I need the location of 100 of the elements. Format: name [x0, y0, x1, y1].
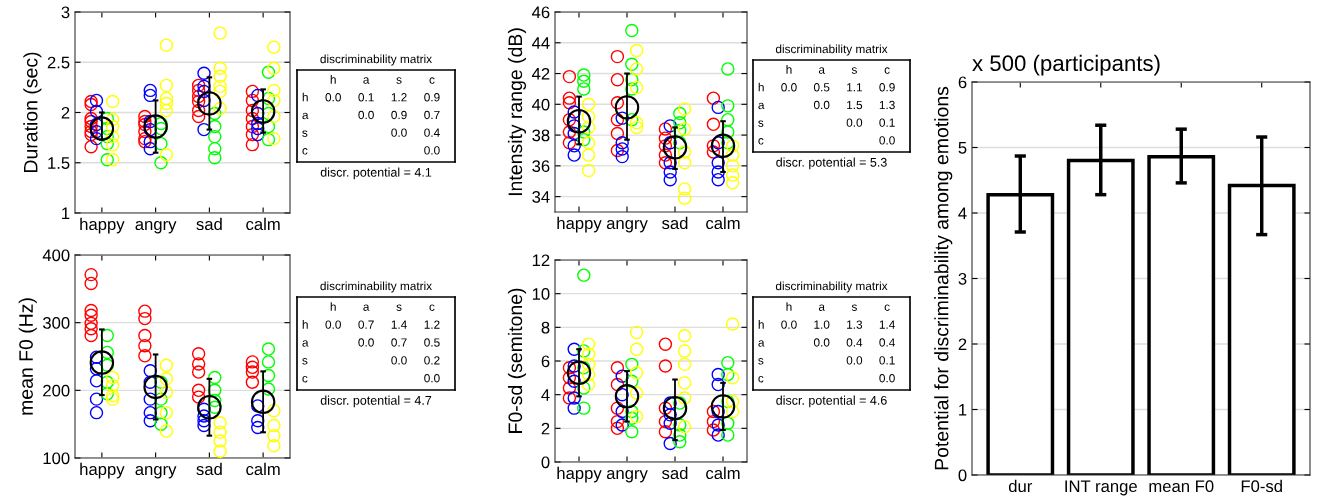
y-axis-title: mean F0 (Hz): [18, 298, 37, 415]
data-label: 0.9: [391, 110, 407, 120]
y-tick-label: h: [302, 92, 308, 102]
data-label: 1.4: [879, 320, 895, 329]
x-tick-label: a: [818, 67, 825, 74]
y-tick-label: 42: [531, 67, 550, 80]
text: discr. potential = 4.7: [320, 395, 432, 408]
x-tick-label: c: [429, 77, 435, 84]
y-tick-label: 0: [541, 456, 550, 469]
chart-title: discriminability matrix: [320, 281, 432, 293]
y-tick-label: a: [302, 112, 309, 120]
data-label: 0.0: [424, 146, 440, 155]
x-tick-label: INT range: [1065, 480, 1137, 496]
x-tick-label: sad: [196, 217, 222, 231]
y-tick-label: 100: [43, 452, 70, 465]
data-label: 0.0: [813, 338, 830, 347]
x-tick-label: s: [396, 77, 402, 84]
y-tick-label: 4: [958, 207, 967, 220]
x-tick-label: happy: [80, 217, 125, 234]
x-tick-label: dur: [1008, 479, 1033, 493]
x-tick-label: angry: [606, 219, 648, 233]
y-tick-label: c: [758, 375, 764, 383]
x-tick-label: s: [396, 304, 402, 311]
y-tick-label: h: [758, 320, 764, 329]
y-tick-label: 2: [541, 422, 550, 435]
data-label: 0.5: [424, 338, 440, 347]
x-tick-label: c: [884, 67, 890, 74]
y-tick-label: 8: [541, 321, 550, 334]
y-tick-label: 300: [42, 317, 70, 329]
y-tick-label: 1: [62, 207, 70, 220]
y-tick-label: c: [302, 375, 308, 383]
chart-title: discriminability matrix: [775, 281, 888, 293]
x-tick-label: happy: [557, 216, 602, 233]
x-tick-label: calm: [246, 217, 280, 231]
data-label: 1.1: [847, 83, 863, 92]
data-label: 1.2: [391, 93, 407, 102]
data-label: 0.0: [391, 128, 407, 137]
y-tick-label: 38: [532, 129, 550, 142]
x-tick-label: calm: [246, 462, 280, 476]
y-tick-label: s: [758, 120, 764, 127]
x-tick-label: a: [818, 304, 825, 311]
y-tick-label: 46: [531, 6, 550, 19]
y-tick-label: c: [302, 148, 308, 155]
data-label: 0.1: [879, 356, 895, 365]
data-label: 0.0: [358, 338, 374, 347]
x-tick-label: mean F0: [1149, 480, 1214, 493]
y-tick-label: 200: [43, 384, 70, 397]
data-label: 0.1: [358, 93, 374, 102]
y-tick-label: 1: [959, 404, 967, 416]
y-axis-title: Potential for discriminability among emotions: [934, 86, 953, 470]
text: discr. potential = 5.3: [776, 157, 887, 170]
y-tick-label: 5: [958, 142, 967, 154]
x-tick-label: h: [330, 75, 336, 84]
y-tick-label: s: [758, 358, 764, 365]
x-tick-label: c: [429, 304, 435, 311]
text: discr. potential = 4.1: [320, 167, 432, 180]
x-tick-label: calm: [706, 466, 740, 480]
x-tick-label: a: [363, 77, 370, 84]
data-label: 0.7: [424, 110, 440, 120]
y-tick-label: 12: [532, 254, 550, 267]
y-tick-label: 36: [532, 160, 550, 173]
x-tick-label: h: [786, 302, 792, 311]
data-label: 0.9: [879, 83, 895, 92]
data-label: 0.9: [424, 93, 440, 102]
x-tick-label: h: [330, 302, 336, 311]
y-tick-label: a: [758, 102, 765, 110]
data-label: 1.5: [847, 100, 863, 110]
y-tick-label: s: [302, 130, 308, 137]
y-tick-label: 44: [531, 37, 550, 49]
x-tick-label: c: [884, 304, 890, 311]
data-label: 0.0: [424, 374, 440, 383]
data-label: 1.0: [814, 320, 830, 329]
data-label: 0.0: [879, 374, 895, 383]
y-tick-label: h: [302, 320, 308, 329]
data-label: 0.0: [846, 356, 863, 365]
y-tick-label: 3: [61, 6, 70, 19]
data-label: 0.4: [424, 128, 440, 137]
y-tick-label: 0: [958, 469, 967, 482]
x-tick-label: s: [851, 304, 857, 311]
y-axis-title: Duration (sec): [23, 52, 42, 172]
y-tick-label: c: [758, 138, 764, 145]
y-tick-label: 6: [541, 355, 550, 368]
y-tick-label: 2: [61, 106, 70, 119]
x-tick-label: happy: [557, 466, 602, 483]
y-tick-label: 40: [531, 98, 550, 111]
x-tick-label: calm: [706, 216, 740, 230]
data-label: 0.0: [813, 100, 830, 110]
y-tick-label: 10: [532, 288, 550, 300]
y-axis-title: Intensity range (dB): [507, 28, 527, 196]
data-label: 0.1: [879, 118, 895, 127]
data-label: 0.0: [846, 118, 863, 127]
data-label: 0.2: [424, 356, 440, 365]
x-tick-label: F0-sd: [1241, 479, 1282, 493]
y-axis-title: F0-sd (semitone): [507, 288, 527, 433]
data-label: 0.0: [391, 356, 407, 365]
x-tick-label: s: [851, 67, 857, 74]
y-tick-label: 2.5: [47, 56, 70, 69]
x-tick-label: angry: [606, 469, 648, 483]
y-tick-label: a: [302, 340, 309, 347]
y-tick-label: 34: [532, 191, 550, 203]
